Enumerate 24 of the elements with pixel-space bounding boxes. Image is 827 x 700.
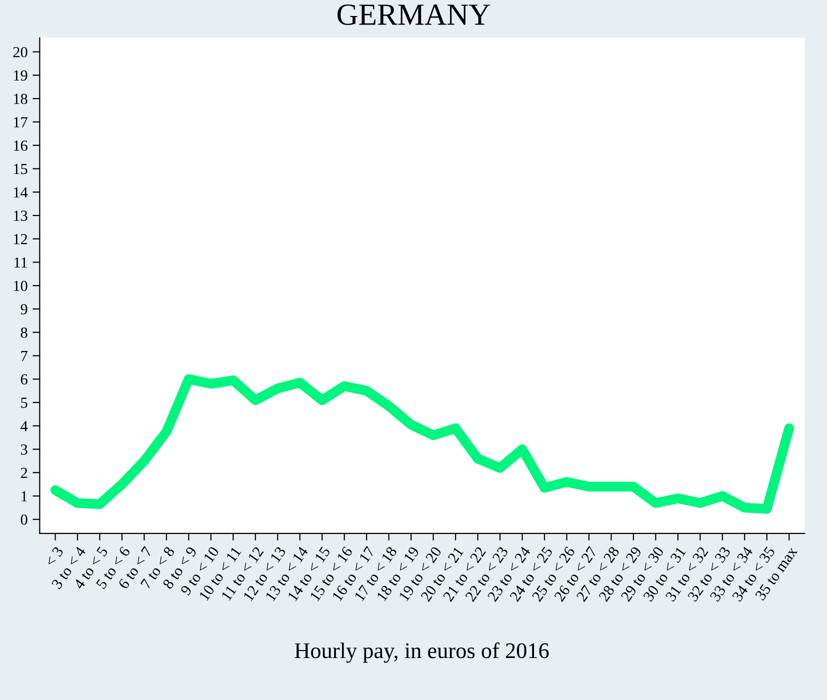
- y-tick-label: 1: [22, 491, 27, 502]
- y-tick-label: 9: [20, 304, 28, 314]
- y-tick-label: 13: [14, 210, 28, 221]
- y-tick-label: 17: [14, 117, 28, 128]
- y-tick-label: 3: [20, 444, 28, 455]
- y-tick-label: 7: [21, 351, 28, 362]
- y-tick-label: 0: [20, 514, 28, 525]
- x-tick-label: < 3: [44, 546, 64, 568]
- x-axis-title: Hourly pay, in euros of 2016: [294, 642, 549, 663]
- chart-title: GERMANY: [338, 4, 490, 26]
- y-tick-label: 5: [21, 398, 28, 408]
- y-tick-label: 2: [20, 468, 28, 478]
- y-tick-label: 19: [14, 70, 28, 81]
- y-tick-label: 20: [13, 46, 28, 58]
- y-tick-label: 6: [20, 374, 28, 385]
- y-tick-label: 8: [20, 327, 28, 338]
- y-tick-label: 15: [14, 164, 28, 174]
- y-tick-label: 11: [14, 257, 27, 268]
- y-tick-label: 12: [14, 234, 28, 244]
- y-tick-label: 4: [20, 421, 28, 432]
- y-tick-label: 16: [14, 140, 28, 151]
- y-tick-label: 14: [14, 187, 28, 198]
- y-tick-label: 18: [14, 94, 28, 104]
- y-tick-label: 10: [14, 280, 28, 292]
